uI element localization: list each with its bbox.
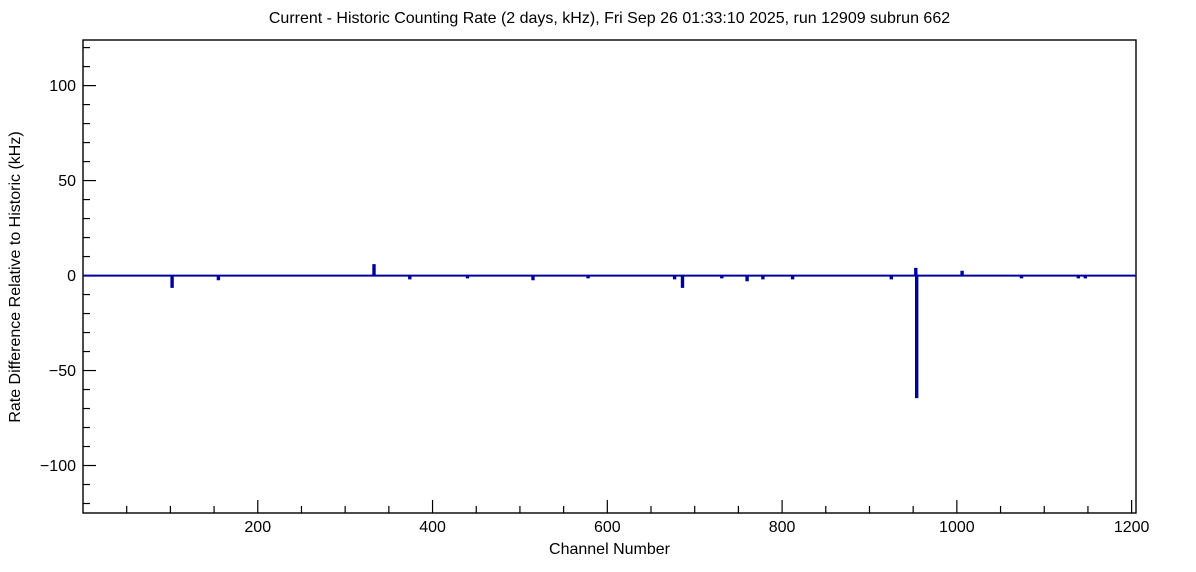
y-tick-label: 0	[67, 268, 76, 285]
x-tick-label: 200	[244, 519, 271, 536]
y-tick-label: 100	[49, 78, 76, 95]
x-tick-label: 400	[419, 519, 446, 536]
y-tick-label: −100	[40, 458, 76, 475]
y-tick-label: 50	[58, 173, 76, 190]
x-axis-title: Channel Number	[549, 541, 670, 558]
x-tick-label: 1000	[939, 519, 975, 536]
y-tick-label: −50	[49, 363, 76, 380]
chart-title: Current - Historic Counting Rate (2 days…	[268, 10, 951, 27]
x-tick-label: 1200	[1114, 519, 1150, 536]
rate-difference-data-line	[83, 264, 1136, 399]
x-tick-label: 800	[769, 519, 796, 536]
x-tick-label: 600	[594, 519, 621, 536]
